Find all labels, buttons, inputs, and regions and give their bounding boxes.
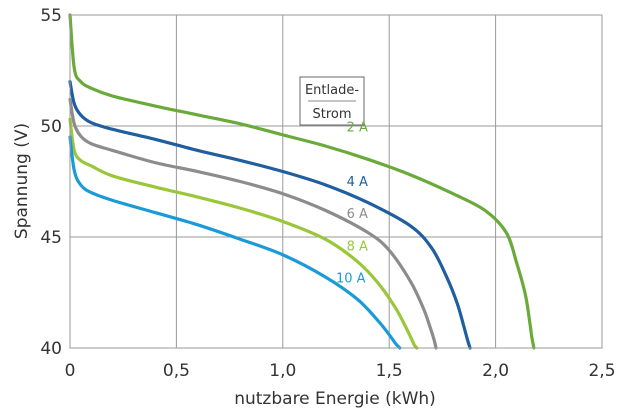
y-tick-label: 40 — [40, 339, 62, 359]
y-tick-label: 50 — [40, 117, 62, 137]
x-tick-label: 2,5 — [588, 361, 615, 381]
y-tick-label: 45 — [40, 228, 62, 248]
plot-frame — [69, 14, 603, 349]
series-line-1 — [68, 13, 536, 350]
x-tick-label: 1,0 — [269, 361, 296, 381]
x-tick-label: 2,0 — [482, 361, 509, 381]
y-axis-title: Spannung (V) — [12, 123, 32, 239]
legend: Entlade- Strom — [299, 76, 365, 126]
series-line-4 — [68, 117, 419, 350]
y-tick-label: 55 — [40, 6, 62, 26]
series-line-2 — [68, 80, 472, 350]
series-label-1: 2 A — [347, 121, 368, 136]
legend-title-line2: Strom — [312, 107, 351, 122]
series-label-2: 4 A — [347, 175, 368, 190]
series-labels: 2 A 4 A 6 A 8 A 10 A — [336, 121, 368, 287]
legend-title-line1: Entlade- — [305, 83, 359, 98]
series-label-3: 6 A — [347, 207, 368, 222]
x-axis-title: nutzbare Energie (kWh) — [234, 389, 436, 409]
series-line-3 — [68, 97, 438, 350]
series-line-5 — [68, 135, 402, 350]
x-tick-label: 1,5 — [376, 361, 403, 381]
series-lines — [68, 13, 536, 350]
series-label-4: 8 A — [347, 239, 368, 254]
series-label-5: 10 A — [336, 272, 366, 287]
tick-labels: 0 0,5 1,0 1,5 2,0 2,5 40 45 50 55 — [40, 6, 615, 381]
grid-lines — [69, 14, 603, 349]
x-tick-label: 0,5 — [163, 361, 190, 381]
x-tick-label: 0 — [65, 361, 76, 381]
